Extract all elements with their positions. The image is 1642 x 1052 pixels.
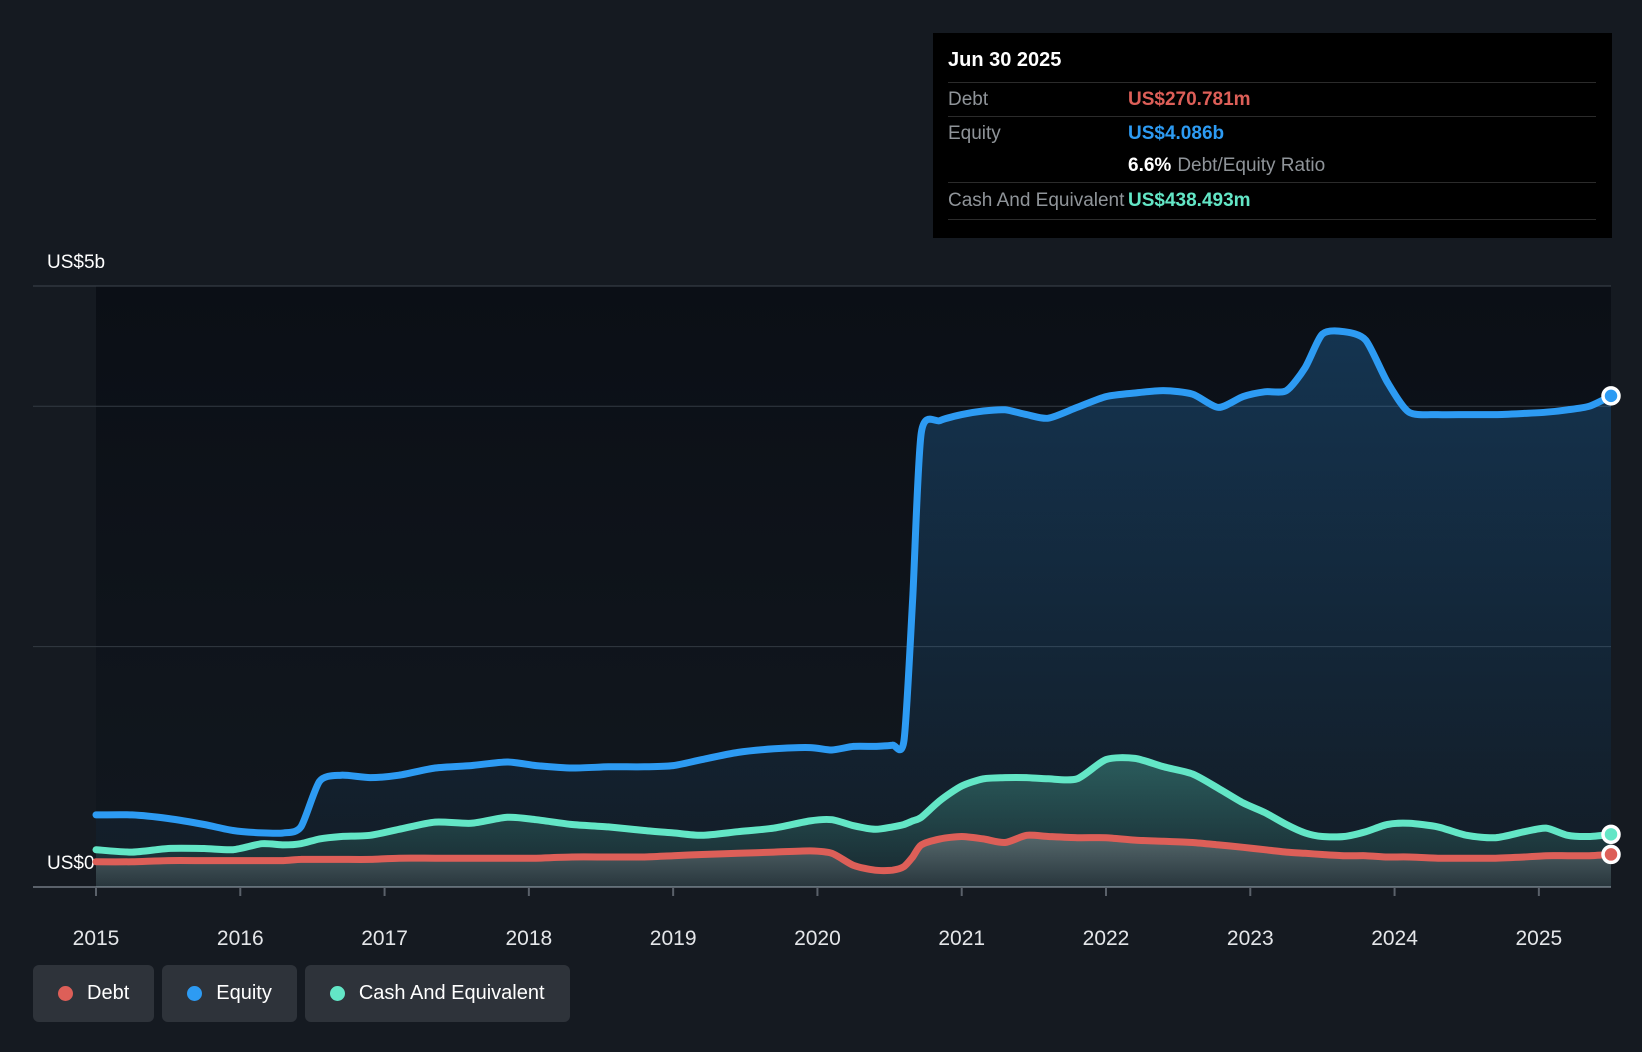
tooltip-row-cash: Cash And Equivalent US$438.493m — [948, 183, 1596, 220]
tooltip-debt-value: US$270.781m — [1128, 88, 1251, 110]
legend: Debt Equity Cash And Equivalent — [33, 965, 570, 1022]
tooltip-date: Jun 30 2025 — [948, 33, 1596, 83]
tooltip-debt-label: Debt — [948, 88, 989, 110]
legend-item-label: Equity — [216, 982, 272, 1004]
legend-item-label: Debt — [87, 982, 130, 1004]
tooltip-equity-value: US$4.086b — [1128, 122, 1225, 144]
equity-dot-icon — [187, 986, 203, 1001]
x-tick-label-2018: 2018 — [505, 927, 552, 950]
legend-item-cash[interactable]: Cash And Equivalent — [304, 965, 570, 1022]
x-tick-label-2022: 2022 — [1083, 927, 1130, 950]
tooltip-cash-value: US$438.493m — [1128, 190, 1251, 211]
debt-end-dot — [1601, 844, 1621, 865]
x-tick-label-2016: 2016 — [217, 927, 264, 950]
y-axis-label-bottom: US$0 — [47, 853, 95, 874]
legend-item-equity[interactable]: Equity — [162, 965, 297, 1022]
equity-area — [96, 330, 1611, 887]
x-tick-label-2020: 2020 — [794, 927, 841, 950]
equity-end-dot — [1601, 386, 1621, 406]
tooltip-equity-label: Equity — [948, 122, 1001, 144]
x-tick-label-2024: 2024 — [1371, 927, 1418, 950]
cash-dot-icon — [329, 986, 345, 1001]
x-tick-label-2023: 2023 — [1227, 927, 1274, 950]
legend-item-label: Cash And Equivalent — [358, 982, 545, 1004]
tooltip-row-equity: Equity US$4.086b — [948, 117, 1596, 150]
debt-line — [92, 831, 1615, 875]
x-tick-label-2017: 2017 — [361, 927, 408, 950]
tooltip-row-debt: Debt US$270.781m — [948, 83, 1596, 117]
cash-end-dot — [1601, 824, 1621, 845]
x-tick-label-2015: 2015 — [73, 927, 120, 950]
x-tick-label-2025: 2025 — [1515, 927, 1562, 950]
x-tick-label-2019: 2019 — [650, 927, 697, 950]
cash-line — [92, 754, 1615, 856]
debt-dot-icon — [58, 986, 73, 1001]
chart-tooltip: Jun 30 2025 Debt US$270.781m Equity US$4… — [933, 33, 1612, 238]
tooltip-cash-label: Cash And Equivalent — [948, 190, 1125, 211]
tooltip-ratio-value: 6.6% Debt/Equity Ratio — [1128, 155, 1326, 176]
equity-line — [92, 327, 1615, 837]
y-axis-label-top: US$5b — [47, 252, 105, 273]
x-tick-label-2021: 2021 — [938, 927, 985, 950]
tooltip-row-ratio: 6.6% Debt/Equity Ratio — [948, 150, 1596, 183]
legend-item-debt[interactable]: Debt — [33, 965, 155, 1022]
